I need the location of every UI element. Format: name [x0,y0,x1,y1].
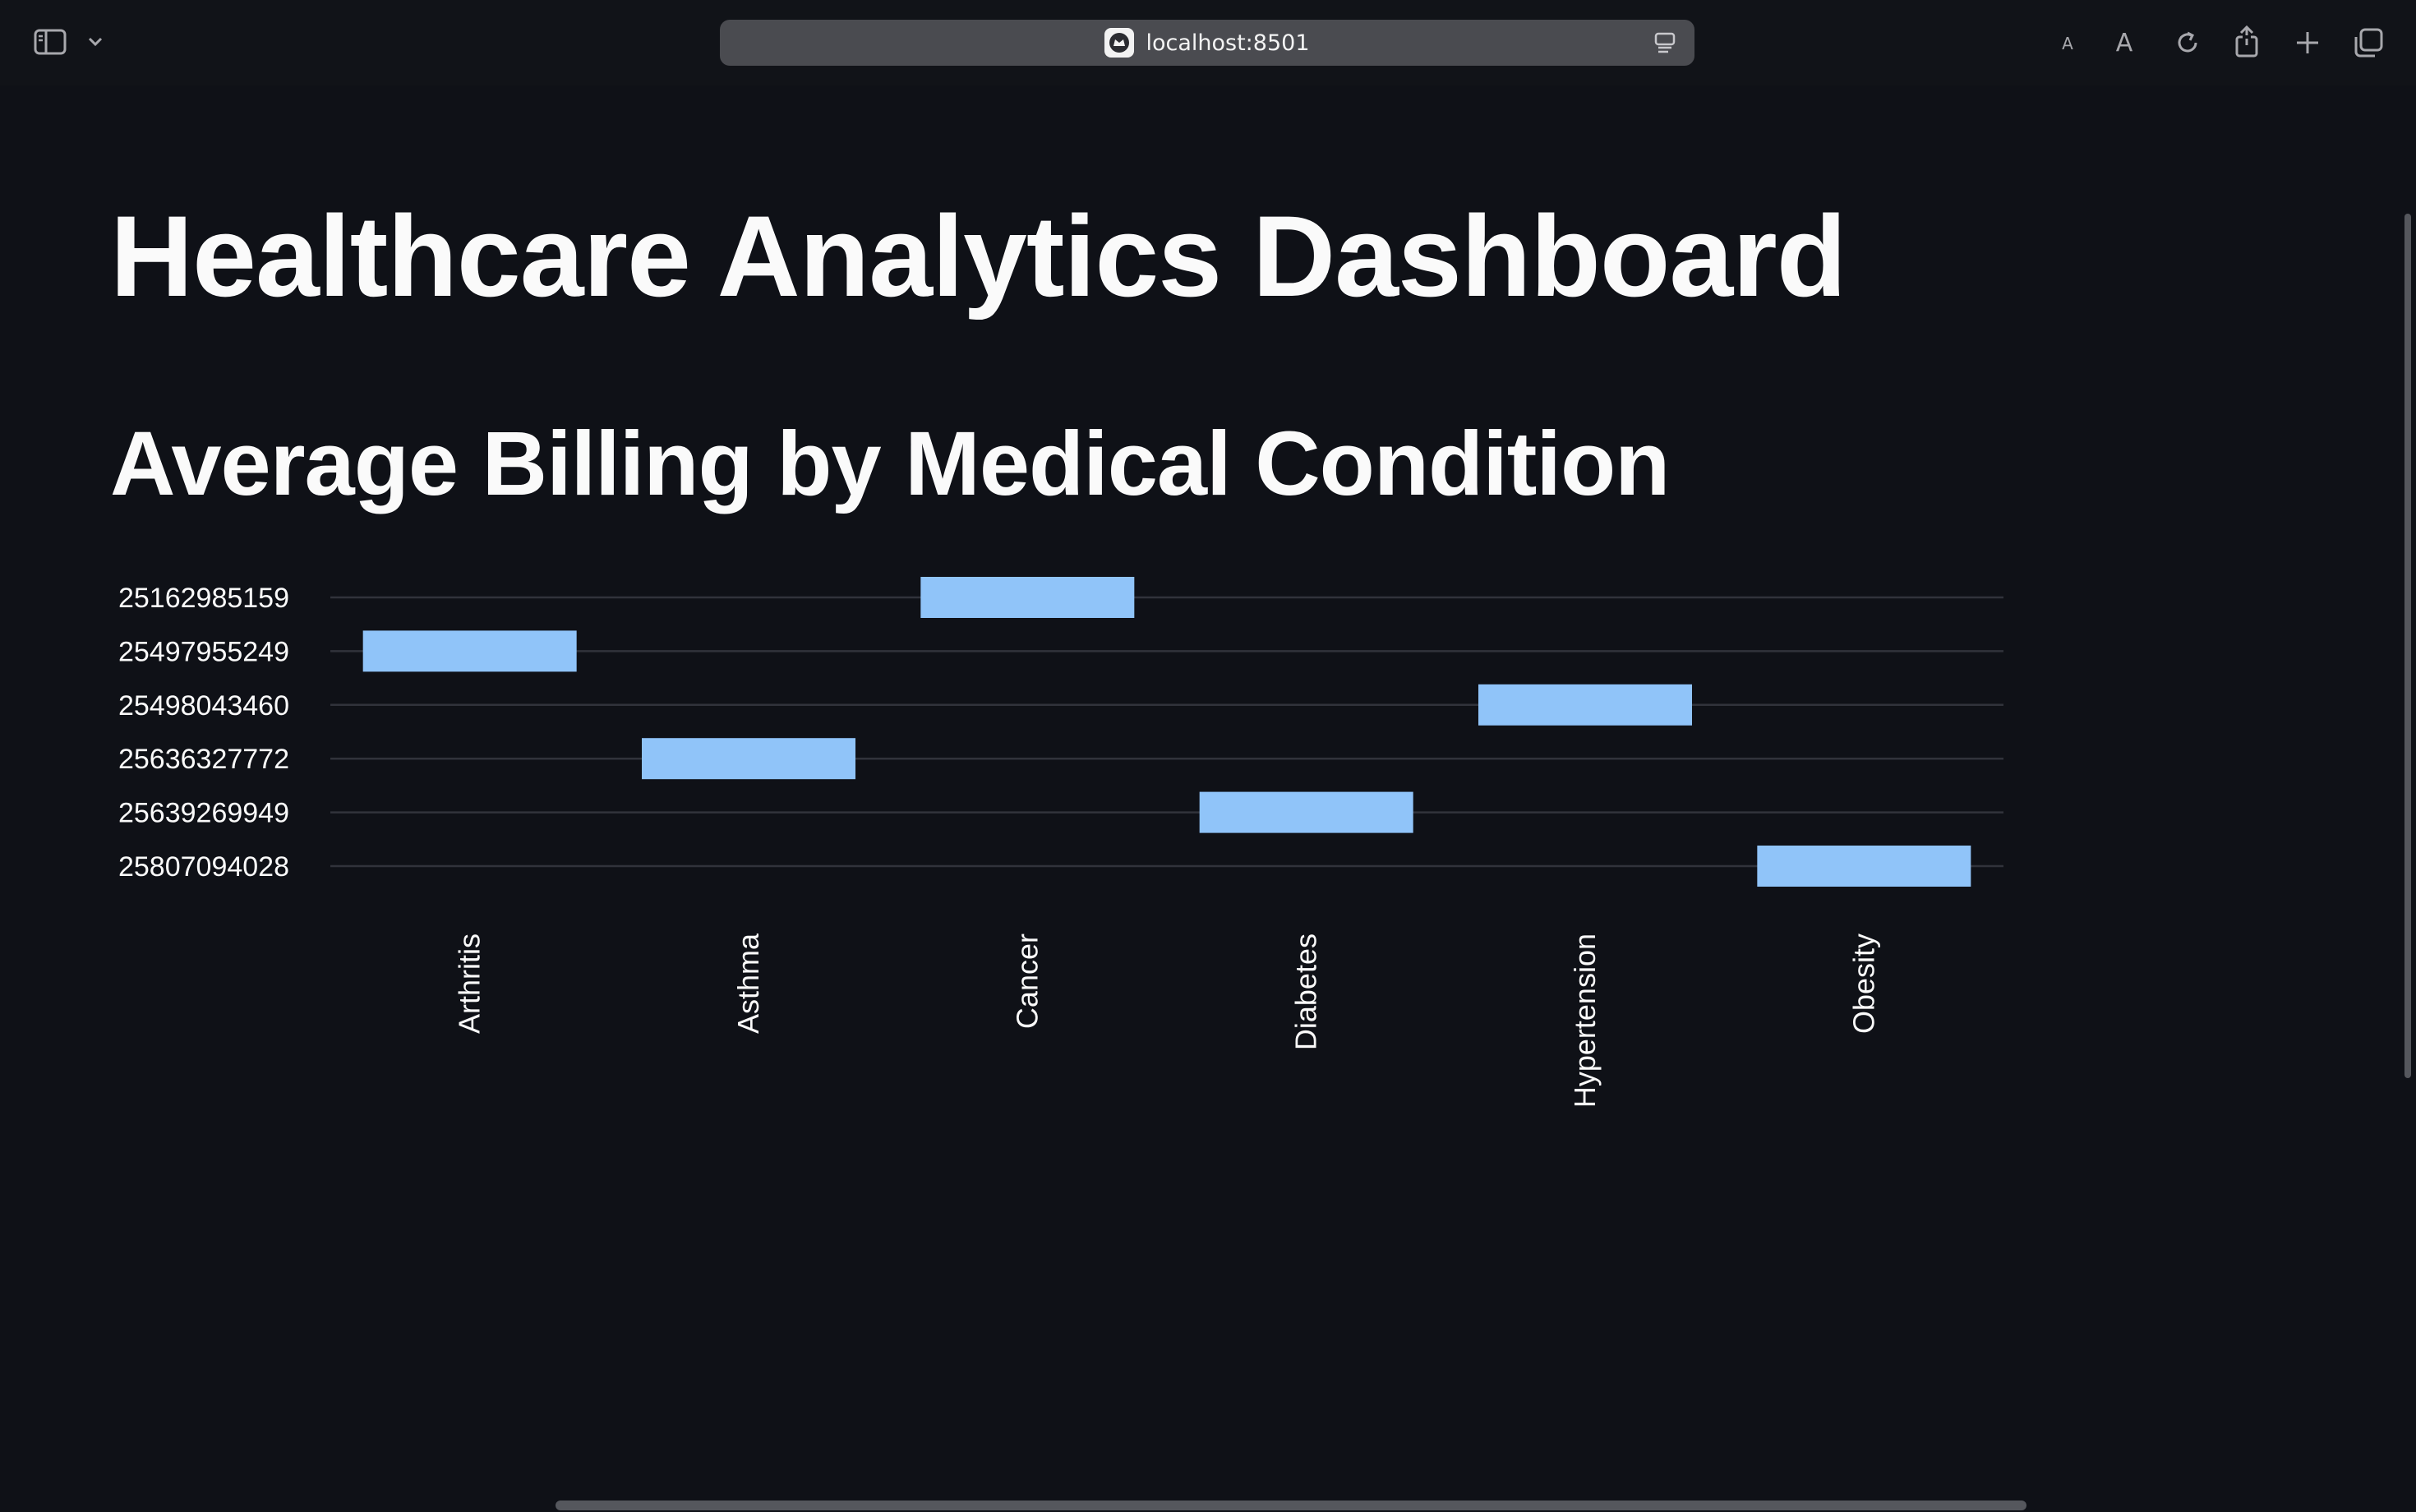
x-tick-label: Arthritis [453,933,486,1034]
chevron-down-icon[interactable] [84,30,107,54]
bar-arthritis[interactable] [362,630,577,672]
bar-cancer[interactable] [920,577,1135,618]
bar-asthma[interactable] [642,738,855,780]
bar-hypertension[interactable] [1478,684,1692,726]
x-tick-label: Diabetes [1289,933,1323,1050]
bar-diabetes[interactable] [1199,791,1413,833]
billing-bar-chart: 25162985159 25497955249 25498043460 2563632… [118,577,2003,1108]
svg-text:A: A [2116,29,2133,56]
page-title: Healthcare Analytics Dashboard [110,191,1847,320]
text-smaller-icon[interactable]: A [2051,25,2084,61]
reload-icon[interactable] [2169,25,2206,61]
share-icon[interactable] [2229,21,2265,62]
sidebar-toggle-icon[interactable] [31,25,69,59]
address-bar[interactable]: localhost:8501 [720,20,1694,66]
bar-obesity[interactable] [1757,846,1971,887]
text-larger-icon[interactable]: A [2105,21,2143,62]
horizontal-scrollbar[interactable] [556,1500,2026,1510]
svg-text:A: A [2062,34,2073,53]
x-tick-label: Hypertension [1568,933,1602,1108]
y-tick-label: 25498043460 [118,690,289,721]
y-tick-label: 25636327772 [118,744,289,775]
y-tick-label: 25639269949 [118,798,289,829]
x-tick-label: Obesity [1847,933,1880,1034]
x-tick-label: Cancer [1010,933,1044,1029]
site-favicon-icon [1104,28,1135,58]
browser-toolbar: localhost:8501 A A [0,0,2416,85]
reader-mode-icon[interactable] [1653,31,1676,58]
y-tick-label: 25162985159 [118,583,289,614]
new-tab-icon[interactable] [2289,25,2326,61]
vertical-scrollbar[interactable] [2404,214,2411,1078]
y-tick-label: 25497955249 [118,636,289,667]
tab-overview-icon[interactable] [2349,23,2388,62]
section-title: Average Billing by Medical Condition [110,413,1670,514]
y-tick-label: 25807094028 [118,851,289,883]
x-tick-label: Asthma [731,933,765,1034]
address-text: localhost:8501 [1146,30,1310,56]
